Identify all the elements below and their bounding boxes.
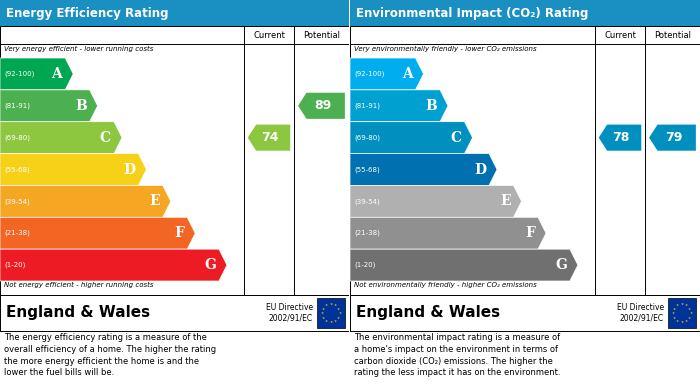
- Text: G: G: [204, 258, 216, 272]
- Polygon shape: [298, 93, 345, 119]
- Polygon shape: [0, 58, 74, 90]
- Text: ★: ★: [680, 302, 684, 306]
- Text: 89: 89: [314, 99, 331, 112]
- Text: ★: ★: [688, 316, 692, 319]
- Text: (92-100): (92-100): [354, 71, 384, 77]
- Polygon shape: [350, 154, 497, 185]
- Text: Very environmentally friendly - lower CO₂ emissions: Very environmentally friendly - lower CO…: [354, 46, 537, 52]
- Text: (69-80): (69-80): [354, 135, 380, 141]
- Text: (81-91): (81-91): [4, 102, 30, 109]
- Text: ★: ★: [673, 316, 675, 319]
- Polygon shape: [0, 217, 195, 249]
- Bar: [350, 0, 700, 26]
- Polygon shape: [350, 58, 424, 90]
- Text: B: B: [426, 99, 437, 113]
- Text: ★: ★: [673, 307, 675, 310]
- Polygon shape: [0, 249, 227, 281]
- Text: G: G: [555, 258, 567, 272]
- Text: EU Directive
2002/91/EC: EU Directive 2002/91/EC: [617, 303, 664, 323]
- Text: (55-68): (55-68): [4, 166, 29, 173]
- Polygon shape: [350, 217, 546, 249]
- Text: (39-54): (39-54): [4, 198, 29, 204]
- Text: F: F: [174, 226, 184, 240]
- Polygon shape: [0, 122, 122, 154]
- Text: Environmental Impact (CO₂) Rating: Environmental Impact (CO₂) Rating: [356, 7, 589, 20]
- Text: Current: Current: [253, 30, 285, 39]
- Text: (69-80): (69-80): [4, 135, 30, 141]
- Text: D: D: [474, 163, 486, 176]
- Text: 79: 79: [665, 131, 682, 144]
- Bar: [668, 298, 696, 328]
- Text: 78: 78: [612, 131, 630, 144]
- Text: Potential: Potential: [654, 30, 691, 39]
- Polygon shape: [350, 122, 472, 154]
- Text: ★: ★: [338, 311, 342, 315]
- Text: C: C: [450, 131, 461, 145]
- Text: C: C: [100, 131, 111, 145]
- Text: EU Directive
2002/91/EC: EU Directive 2002/91/EC: [266, 303, 313, 323]
- Text: E: E: [149, 194, 160, 208]
- Text: ★: ★: [680, 320, 684, 324]
- Text: (39-54): (39-54): [354, 198, 379, 204]
- Bar: [0, 26, 349, 295]
- Text: ★: ★: [337, 307, 340, 310]
- Text: Energy Efficiency Rating: Energy Efficiency Rating: [6, 7, 169, 20]
- Text: ★: ★: [671, 311, 675, 315]
- Text: ★: ★: [334, 303, 337, 307]
- Text: D: D: [123, 163, 135, 176]
- Bar: [0, 295, 349, 331]
- Bar: [350, 295, 700, 331]
- Polygon shape: [350, 249, 578, 281]
- Text: The environmental impact rating is a measure of
a home's impact on the environme: The environmental impact rating is a mea…: [354, 333, 561, 377]
- Text: ★: ★: [688, 307, 692, 310]
- Polygon shape: [0, 154, 146, 185]
- Text: A: A: [402, 67, 412, 81]
- Text: ★: ★: [337, 316, 340, 319]
- Bar: [317, 298, 345, 328]
- Text: B: B: [75, 99, 87, 113]
- Text: (21-38): (21-38): [354, 230, 380, 237]
- Text: (1-20): (1-20): [354, 262, 375, 268]
- Polygon shape: [0, 90, 97, 122]
- Text: (21-38): (21-38): [4, 230, 30, 237]
- Text: (92-100): (92-100): [4, 71, 34, 77]
- Text: ★: ★: [321, 316, 325, 319]
- Text: ★: ★: [321, 307, 325, 310]
- Polygon shape: [350, 185, 522, 217]
- Text: ★: ★: [676, 303, 679, 307]
- Text: The energy efficiency rating is a measure of the
overall efficiency of a home. T: The energy efficiency rating is a measur…: [4, 333, 216, 377]
- Polygon shape: [350, 90, 448, 122]
- Bar: [0, 0, 349, 26]
- Text: ★: ★: [685, 303, 688, 307]
- Text: ★: ★: [334, 319, 337, 323]
- Text: ★: ★: [321, 311, 323, 315]
- Text: (81-91): (81-91): [354, 102, 380, 109]
- Text: A: A: [52, 67, 62, 81]
- Text: 74: 74: [262, 131, 279, 144]
- Text: Very energy efficient - lower running costs: Very energy efficient - lower running co…: [4, 46, 153, 52]
- Text: ★: ★: [325, 319, 328, 323]
- Text: Not environmentally friendly - higher CO₂ emissions: Not environmentally friendly - higher CO…: [354, 282, 537, 288]
- Text: England & Wales: England & Wales: [6, 305, 150, 321]
- Text: E: E: [500, 194, 510, 208]
- Polygon shape: [649, 125, 696, 151]
- Text: ★: ★: [330, 302, 332, 306]
- Polygon shape: [598, 125, 641, 151]
- Text: Current: Current: [604, 30, 636, 39]
- Text: Potential: Potential: [303, 30, 340, 39]
- Text: England & Wales: England & Wales: [356, 305, 500, 321]
- Text: (55-68): (55-68): [354, 166, 379, 173]
- Polygon shape: [0, 185, 171, 217]
- Text: (1-20): (1-20): [4, 262, 25, 268]
- Text: ★: ★: [690, 311, 692, 315]
- Text: ★: ★: [330, 320, 332, 324]
- Polygon shape: [248, 125, 290, 151]
- Bar: [350, 26, 700, 295]
- Text: ★: ★: [676, 319, 679, 323]
- Text: ★: ★: [685, 319, 688, 323]
- Text: Not energy efficient - higher running costs: Not energy efficient - higher running co…: [4, 282, 153, 288]
- Text: F: F: [525, 226, 535, 240]
- Text: ★: ★: [325, 303, 328, 307]
